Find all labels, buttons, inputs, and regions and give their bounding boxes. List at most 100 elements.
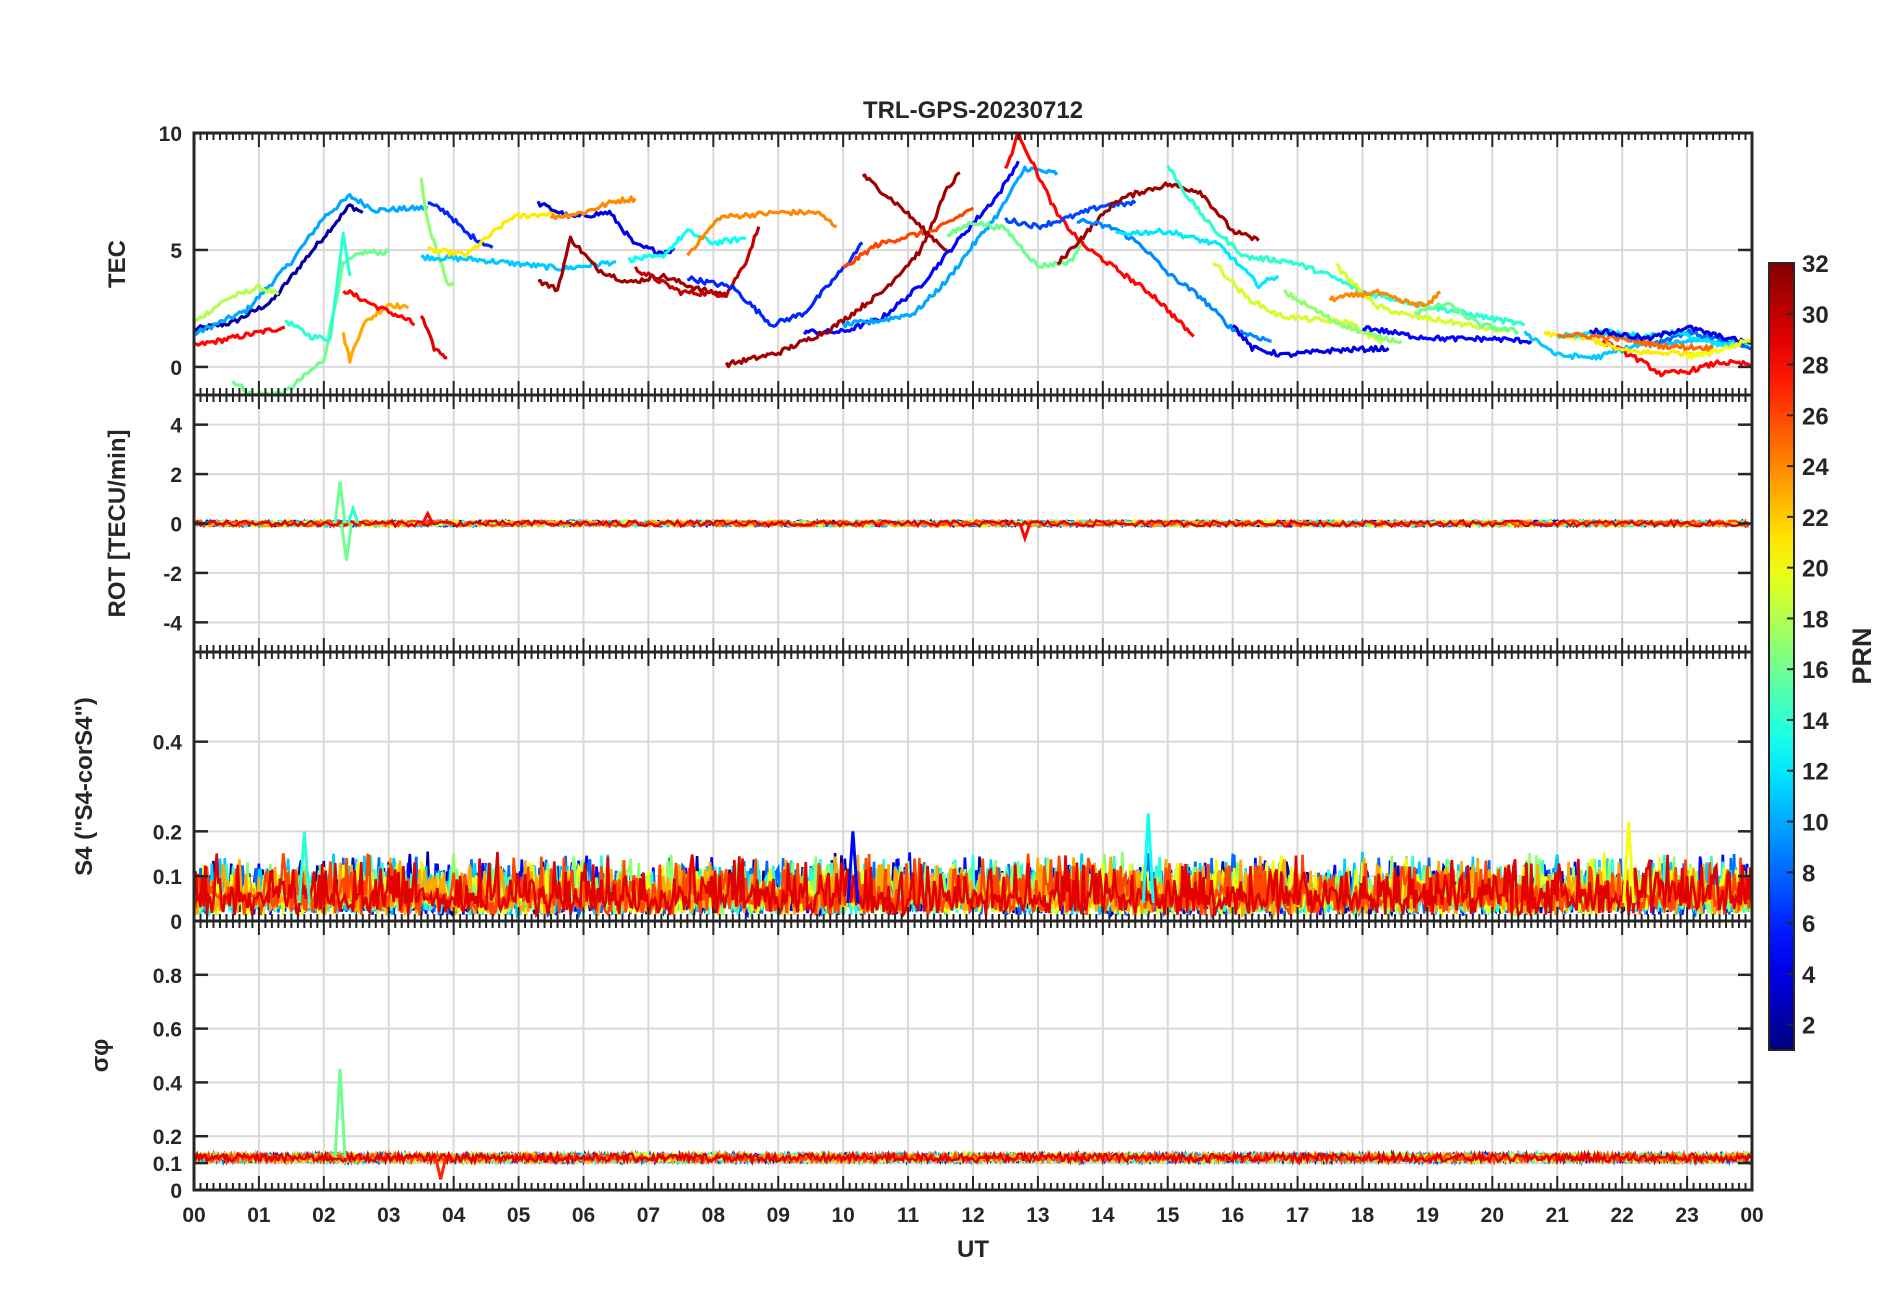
y-tick-label: 4 [170, 415, 182, 438]
colorbar-tick-label: 28 [1802, 353, 1829, 380]
y-axis-label-tec: TEC [104, 240, 131, 288]
x-tick-label: 17 [1286, 1204, 1309, 1227]
x-tick-label: 16 [1221, 1204, 1244, 1227]
y-tick-label: 0.4 [153, 732, 183, 755]
y-tick-label: 0.2 [153, 821, 182, 844]
x-tick-label: 23 [1675, 1204, 1698, 1227]
y-tick-label: 0.8 [153, 965, 183, 988]
panel-sigma-phi: 0 0.1 0.2 0.4 0.6 0.8 σφ [87, 919, 1754, 1203]
tec-series-prn-31 [861, 173, 948, 252]
x-tick-label: 21 [1546, 1204, 1570, 1227]
x-tick-label: 02 [312, 1204, 335, 1227]
panel-s4-spike-2 [1141, 813, 1155, 904]
x-tick-label: 11 [897, 1204, 920, 1227]
x-tick-label: 01 [247, 1204, 271, 1227]
colorbar-tick-label: 16 [1802, 657, 1829, 684]
tec-series-prn-17 [419, 177, 455, 287]
tec-series-prn-10 [841, 165, 1059, 329]
x-tick-label: 20 [1481, 1204, 1504, 1227]
tec-series-prn-12 [1114, 227, 1280, 290]
panel-rot-spike-4 [1018, 523, 1032, 544]
y-tick-label: 10 [159, 123, 182, 146]
colorbar-tick-label: 14 [1802, 708, 1829, 735]
tec-series-prn-10 [194, 193, 428, 336]
tec-series-prn-4 [536, 200, 676, 256]
colorbar-tick-label: 12 [1802, 759, 1829, 786]
colorbar-tick-label: 26 [1802, 403, 1829, 430]
x-tick-label: 13 [1026, 1204, 1049, 1227]
panel-rot-spike-2 [346, 503, 360, 524]
colorbar-tick-label: 20 [1802, 556, 1829, 583]
tec-series-prn-28 [1601, 339, 1752, 378]
panel-sigma-phi-series-prn-29 [194, 1149, 1752, 1167]
panel-s4: 0 0.1 0.2 0.4 S4 ("S4-corS4") [71, 650, 1754, 934]
colorbar-label: PRN [1847, 627, 1877, 684]
y-axis-label-rot: ROT [TECU/min] [104, 430, 131, 618]
panel-rot-spike-0 [333, 481, 347, 524]
tec-series-prn-16 [1413, 301, 1520, 335]
tec-series-prn-17 [1283, 289, 1403, 345]
y-tick-label: 0 [170, 911, 182, 934]
x-tick-label: 00 [1740, 1204, 1763, 1227]
tec-series-prn-31 [724, 171, 961, 369]
colorbar-tick-label: 4 [1802, 962, 1816, 989]
x-tick-label: 18 [1351, 1204, 1375, 1227]
tec-series-prn-28 [1004, 133, 1195, 338]
x-tick-label: 04 [442, 1204, 466, 1227]
panel-rot-spike-3 [421, 510, 435, 525]
tec-series-prn-11 [420, 253, 617, 272]
x-tick-label: 22 [1610, 1204, 1633, 1227]
x-tick-label: 19 [1416, 1204, 1439, 1227]
tec-series-prn-19 [1335, 262, 1507, 334]
tec-series-prn-13 [627, 228, 746, 264]
panel-sigma-phi-spike-1 [434, 1157, 448, 1180]
colorbar-tick-label: 18 [1802, 606, 1829, 633]
y-tick-label: 0 [170, 514, 182, 537]
tec-series-prn-23 [341, 302, 410, 364]
x-tick-label: 06 [572, 1204, 595, 1227]
panel-s4-spike-3 [1622, 822, 1636, 904]
x-tick-label: 08 [702, 1204, 726, 1227]
y-tick-label: 0.2 [153, 1126, 182, 1149]
chart-title: TRL-GPS-20230712 [863, 97, 1083, 124]
panel-sigma-phi-data [194, 1068, 1752, 1180]
y-axis-label-s4: S4 ("S4-corS4") [71, 697, 98, 876]
colorbar-tick-label: 24 [1802, 454, 1829, 481]
tec-series-prn-31 [537, 235, 728, 297]
y-tick-label: 0.1 [153, 1153, 183, 1176]
x-tick-label: 00 [182, 1204, 205, 1227]
y-tick-label: 0 [170, 357, 182, 380]
tec-series-prn-5 [802, 160, 1020, 336]
tec-series-prn-7 [1004, 199, 1137, 231]
y-axis-label-sigma-phi: σφ [87, 1039, 114, 1073]
panel-tec: 0 5 10 TEC [104, 123, 1754, 397]
colorbar-tick-label: 2 [1802, 1013, 1815, 1040]
colorbar-tick-label: 22 [1802, 505, 1829, 532]
x-tick-label: 09 [767, 1204, 790, 1227]
colorbar-tick-label: 32 [1802, 251, 1829, 278]
y-tick-label: 0.1 [153, 866, 183, 889]
y-tick-label: 0.6 [153, 1019, 182, 1042]
y-tick-label: -2 [163, 563, 182, 586]
tec-series-prn-24 [686, 208, 838, 257]
panel-s4-series-prn-29 [194, 851, 1752, 919]
tec-series-prn-16 [946, 220, 1085, 270]
x-tick-label: 07 [637, 1204, 660, 1227]
x-tick-label: 05 [507, 1204, 531, 1227]
panel-rot-data [194, 481, 1750, 561]
colorbar-gradient [1768, 262, 1795, 1051]
colorbar-tick-label: 30 [1802, 302, 1829, 329]
tec-series-prn-19 [1212, 261, 1383, 345]
tec-series-prn-28 [194, 325, 286, 347]
x-tick-label: 15 [1156, 1204, 1180, 1227]
tec-series-prn-6 [686, 241, 864, 328]
y-tick-label: 0.4 [153, 1072, 183, 1095]
tec-series-prn-20 [1685, 337, 1752, 360]
x-tick-label: 14 [1091, 1204, 1115, 1227]
y-tick-label: 2 [170, 464, 182, 487]
tec-series-prn-5 [1362, 325, 1533, 345]
tec-series-prn-2 [194, 203, 364, 332]
tec-series-prn-9 [1076, 217, 1272, 343]
